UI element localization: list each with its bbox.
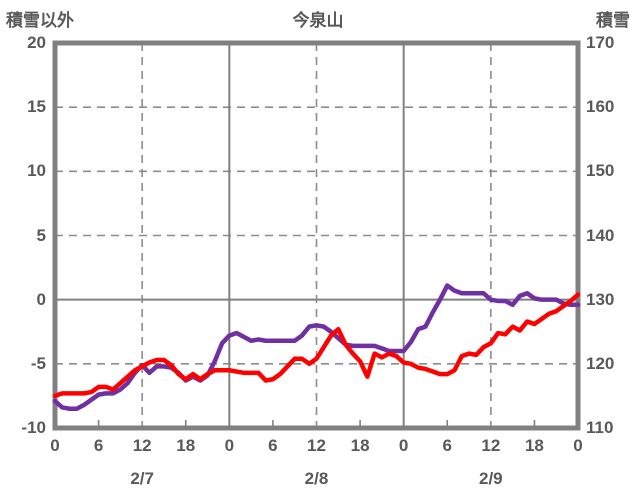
plot-border bbox=[52, 40, 581, 431]
x-axis-tick-label: 0 bbox=[224, 436, 235, 455]
x-axis-tick-label: 12 bbox=[481, 436, 501, 455]
y-axis-tick-label-left: 0 bbox=[36, 289, 46, 309]
y-axis-tick-label-left: -5 bbox=[30, 353, 46, 373]
y-axis-tick-label-right: 150 bbox=[586, 161, 615, 181]
y-axis-tick-label-left: 10 bbox=[27, 161, 46, 181]
x-axis-tick-label: 0 bbox=[50, 436, 60, 455]
x-axis-tick-label: 6 bbox=[268, 436, 278, 455]
x-axis-date-label: 2/9 bbox=[479, 469, 503, 488]
x-axis-tick-label: 0 bbox=[573, 436, 583, 455]
y-axis-tick-label-right: 160 bbox=[586, 97, 615, 117]
y-axis-tick-label-left: 20 bbox=[27, 33, 46, 52]
right-axis-title: 積雪 bbox=[596, 11, 630, 30]
y-axis-tick-label-left: 5 bbox=[36, 225, 46, 245]
x-axis-date-label: 2/7 bbox=[130, 469, 154, 488]
x-axis-date-label: 2/8 bbox=[304, 469, 329, 488]
chart-header: 積雪以外 今泉山 積雪 bbox=[0, 6, 636, 30]
x-axis-tick-label: 18 bbox=[176, 436, 196, 455]
red-line bbox=[52, 292, 581, 399]
x-axis-tick-label: 12 bbox=[307, 436, 326, 455]
y-axis-tick-label-right: 110 bbox=[586, 418, 614, 437]
y-axis-tick-label-right: 140 bbox=[586, 225, 615, 245]
purple-line bbox=[52, 283, 581, 411]
y-axis-tick-label-right: 120 bbox=[586, 353, 615, 373]
x-axis-tick-label: 18 bbox=[350, 436, 370, 455]
x-axis-tick-label: 6 bbox=[93, 436, 104, 455]
x-axis-tick-label: 0 bbox=[398, 436, 409, 455]
x-axis-tick-label: 12 bbox=[132, 436, 152, 455]
y-axis-tick-label-left: 15 bbox=[27, 97, 46, 117]
y-axis-tick-label-left: -10 bbox=[21, 418, 46, 437]
left-axis-title: 積雪以外 bbox=[6, 11, 74, 30]
chart-title: 今泉山 bbox=[292, 11, 344, 30]
x-axis-tick-label: 18 bbox=[524, 436, 544, 455]
x-axis-tick-label: 6 bbox=[442, 436, 452, 455]
y-axis-tick-label-right: 130 bbox=[586, 289, 615, 309]
y-axis-tick-label-right: 170 bbox=[586, 33, 615, 52]
